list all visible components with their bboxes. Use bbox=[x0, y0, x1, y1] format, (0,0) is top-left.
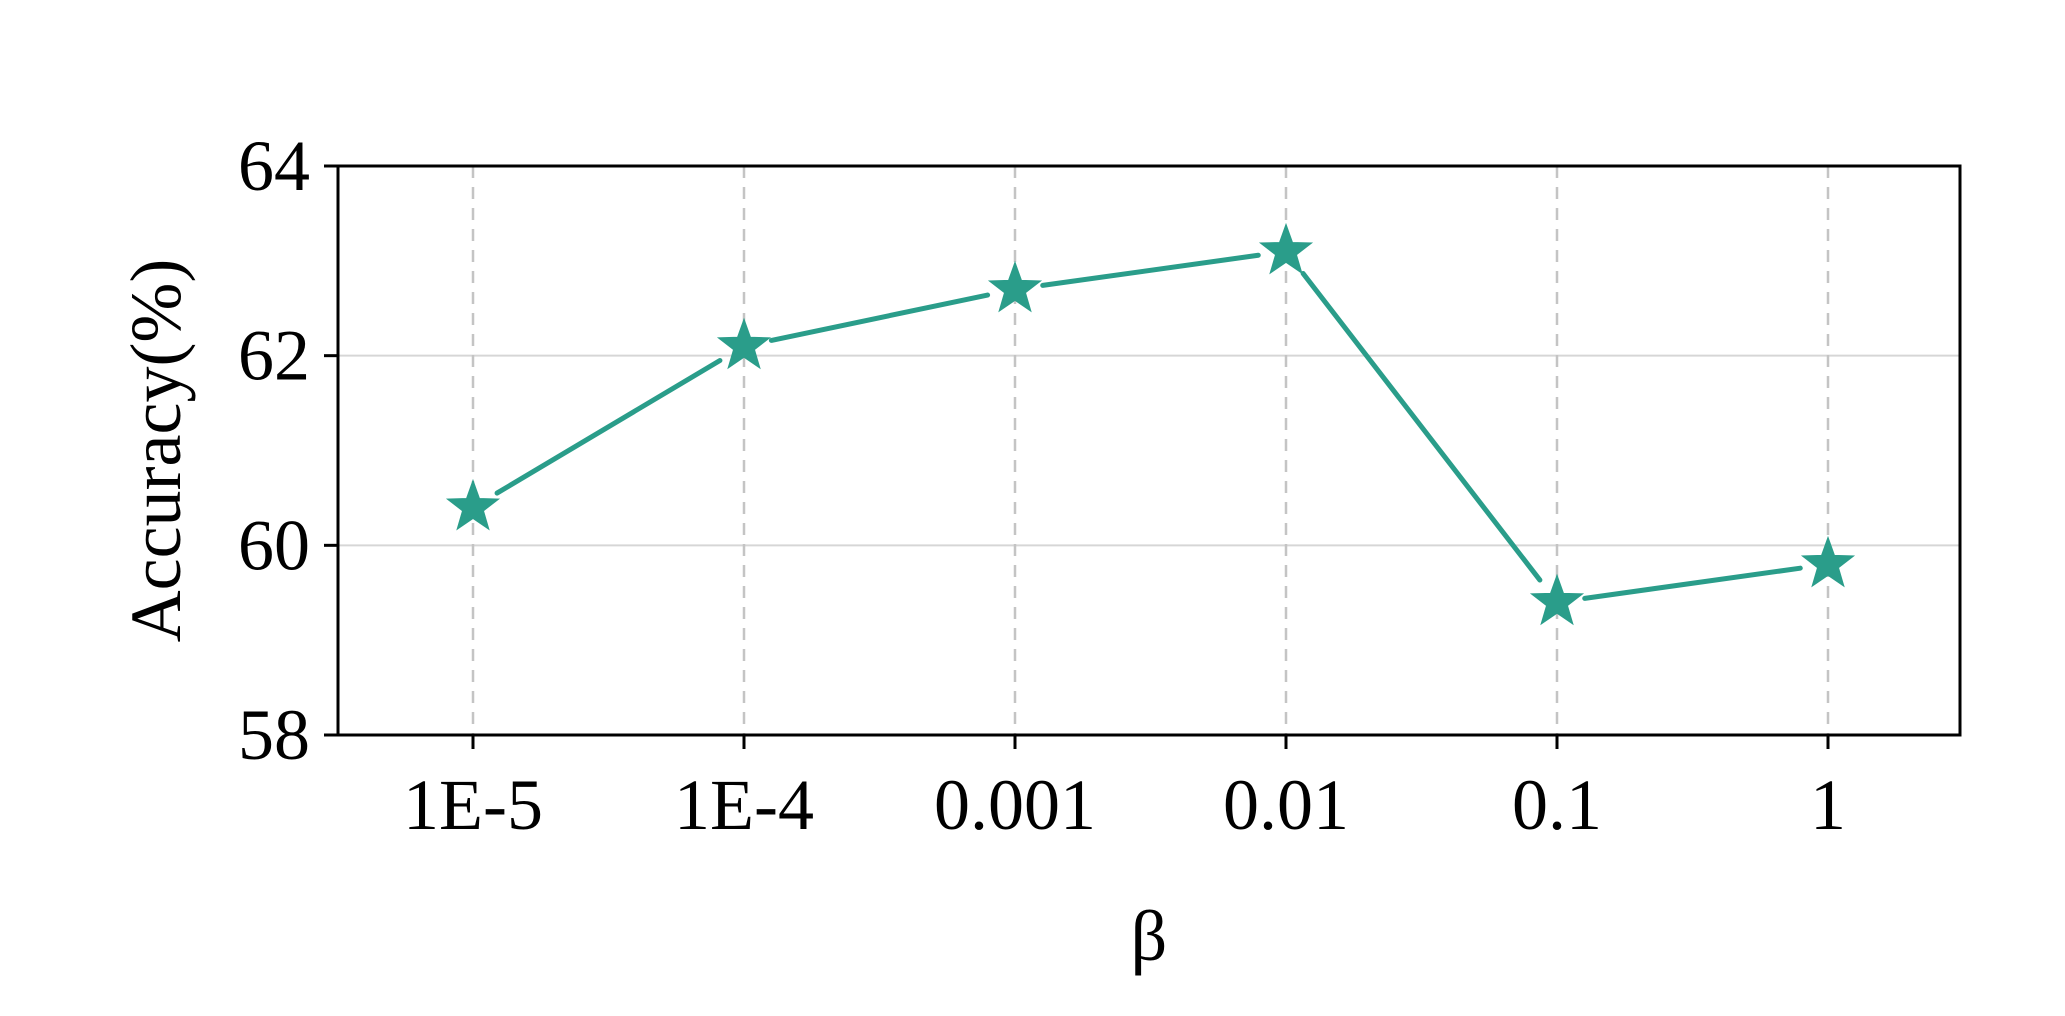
data-point-star bbox=[987, 260, 1043, 313]
y-axis-title: Accuracy(%) bbox=[116, 259, 196, 643]
ticks-layer: 58 60 62 64 1E-5 1E-4 0.001 0.01 0.1 1 bbox=[238, 126, 1846, 845]
data-point-star bbox=[445, 478, 501, 531]
x-axis-title: β bbox=[1131, 896, 1168, 976]
y-tick-label: 60 bbox=[238, 505, 310, 585]
x-tick-label: 1E-4 bbox=[674, 765, 814, 845]
y-tick-label: 62 bbox=[238, 316, 310, 396]
x-tick-label: 0.01 bbox=[1223, 765, 1349, 845]
data-point-star bbox=[1529, 573, 1585, 626]
series-layer bbox=[445, 222, 1856, 626]
series-line-segment bbox=[1040, 252, 1261, 288]
series-line-segment bbox=[1582, 565, 1803, 601]
y-tick-label: 58 bbox=[238, 695, 310, 775]
x-tick-label: 0.1 bbox=[1512, 765, 1602, 845]
x-tick-label: 1E-5 bbox=[403, 765, 543, 845]
data-point-star bbox=[1258, 222, 1314, 275]
series-line-segment bbox=[494, 357, 723, 496]
grid-layer bbox=[338, 166, 1960, 735]
data-point-star bbox=[1800, 535, 1856, 588]
data-point-star bbox=[716, 317, 772, 370]
y-tick-label: 64 bbox=[238, 126, 310, 206]
x-tick-label: 0.001 bbox=[934, 765, 1096, 845]
series-line-segment bbox=[1300, 271, 1543, 583]
series-line-segment bbox=[768, 292, 991, 343]
x-tick-label: 1 bbox=[1810, 765, 1846, 845]
plot-frame bbox=[336, 164, 1962, 737]
